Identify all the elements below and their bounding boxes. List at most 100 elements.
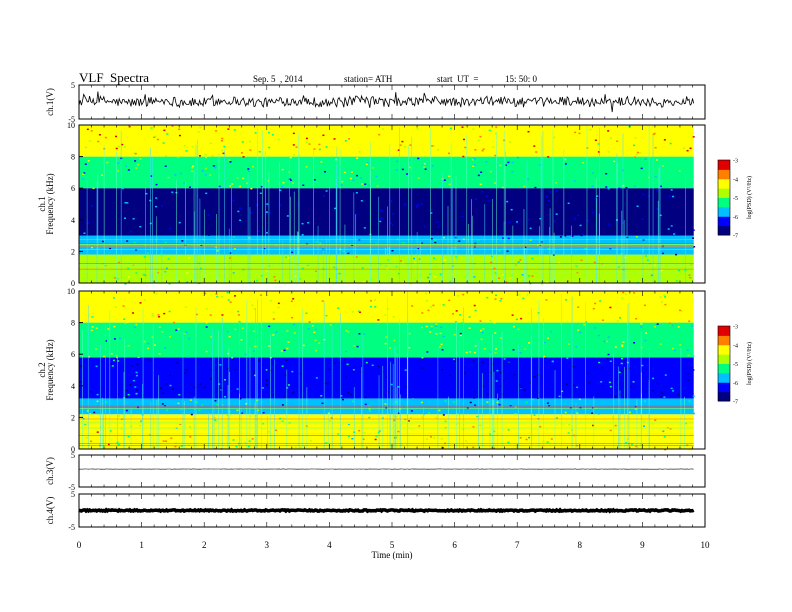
spec-cell-ch2_spec-89 [656,382,659,385]
spec-cell-ch1_spec-747 [639,202,642,204]
spec-cell-ch2_spec-499 [148,309,151,311]
spec-cell-ch1_spec-346 [629,229,632,232]
spec-cell-ch2_spec-419 [645,332,648,334]
spec-cell-ch2_spec-887 [483,348,486,350]
spec-cell-ch2_spec-414 [690,448,693,451]
spec-cell-ch1_spec-52 [539,217,542,220]
spec-cell-ch1_spec-233 [675,253,678,256]
spec-cell-ch2_spec-486 [365,308,368,310]
spec-cell-ch2_spec-367 [525,438,528,441]
spec-cell-ch1_spec-256 [139,225,142,228]
spec-cell-ch2_spec-47 [390,383,393,386]
spec-cell-ch1_spec-789 [145,192,148,195]
spec-cell-ch2_spec-502 [135,374,138,377]
spec-cell-ch1_spec-790 [543,220,546,222]
spec-cell-ch2_spec-289 [535,329,538,331]
spec-cell-ch2_spec-252 [184,306,187,308]
spec-cell-ch1_spec-731 [545,198,548,201]
spec-cell-ch1_spec-722 [667,215,670,218]
colorbar-cell-ch2_spec-20 [718,361,730,364]
spec-cell-ch2_spec-257 [489,319,492,322]
spec-cell-ch1_spec-45 [291,251,294,254]
spec-cell-ch1_spec-313 [565,190,568,192]
spec-cell-ch1_spec-145 [117,162,120,164]
spec-cell-ch2_spec-287 [435,323,438,326]
spec-cell-ch2_spec-748 [664,374,667,376]
spec-cell-ch1_spec-700 [492,146,495,149]
spec-cell-ch1_spec-598 [400,193,403,195]
spec-cell-ch1_spec-12 [666,201,669,203]
spec-cell-ch1_spec-2 [208,234,211,236]
colorbar-cell-ch2_spec-23 [718,356,730,359]
spec-cell-ch2_spec-382 [292,298,295,300]
spec-cell-ch1_spec-472 [125,161,128,164]
spec-cell-ch1_spec-697 [670,189,673,191]
spec-cell-ch1_spec-65 [292,182,295,184]
spec-cell-ch2_spec-638 [501,393,504,395]
spec-cell-ch2_spec-8 [621,297,624,299]
spec-cell-ch2_spec-375 [183,386,186,389]
spec-cell-ch2_spec-249 [257,360,260,362]
spec-cell-ch2_spec-557 [474,345,477,347]
spec-cell-ch1_spec-339 [409,213,412,215]
spec-cell-ch1_spec-188 [644,255,647,257]
spec-cell-ch2_spec-209 [116,356,119,359]
spec-cell-ch2_spec-234 [125,389,128,392]
spec-cell-ch1_spec-862 [204,167,207,170]
spec-cell-ch2_spec-229 [468,327,471,329]
spec-cell-ch2_spec-166 [674,349,677,352]
spec-cell-ch2_spec-178 [477,334,480,337]
spec-cell-ch2_spec-754 [155,292,158,295]
spec-cell-ch1_spec-377 [477,174,480,177]
colorbar-tick-label-ch2_spec-2: -5 [733,362,738,368]
spec-cell-ch2_spec-304 [661,392,664,395]
spec-cell-ch1_spec-783 [175,267,178,270]
spec-cell-ch2_spec-560 [482,292,485,295]
spec-cell-ch1_spec-436 [527,218,530,221]
colorbar-tick-label-ch1_spec-4: -7 [733,234,738,240]
spec-cell-ch2_spec-672 [236,388,239,390]
spec-cell-ch1_spec-113 [668,251,671,254]
spec-cell-ch2_spec-81 [89,409,92,411]
spec-cell-ch1_spec-568 [199,126,202,129]
spec-cell-ch2_spec-399 [143,340,146,343]
spec-cell-ch2_spec-832 [405,405,408,408]
spec-cell-ch2_spec-308 [116,350,119,352]
spec-cell-ch1_spec-491 [272,203,275,205]
spec-cell-ch2_spec-761 [607,336,610,338]
spec-cell-ch1_spec-314 [692,237,695,239]
spec-cell-ch1_spec-282 [437,149,440,151]
spec-cell-ch2_spec-785 [88,399,91,402]
colorbar-cell-ch2_spec-8 [718,384,730,387]
spec-cell-ch2_spec-866 [135,389,138,391]
spec-cell-ch1_spec-302 [418,166,421,168]
spec-cell-ch1_spec-519 [239,207,242,209]
spec-cell-ch2_spec-688 [356,345,359,348]
spec-cell-ch1_spec-597 [479,135,482,138]
spec-cell-ch1_spec-840 [291,220,294,222]
spec-cell-ch2_spec-79 [494,294,497,297]
spec-cell-ch2_spec-603 [92,333,95,335]
spec-cell-ch2_spec-107 [287,384,290,386]
spec-cell-ch1_spec-455 [483,189,486,192]
ytick-label-ch1_wave-0: 5 [71,81,75,90]
spec-cell-ch1_spec-130 [689,147,692,150]
spec-cell-ch2_spec-339 [251,438,254,440]
spec-cell-ch2_spec-541 [285,359,288,361]
spec-cell-ch1_spec-373 [529,239,532,241]
colorbar-cell-ch1_spec-36 [718,165,730,168]
spec-cell-ch2_spec-225 [566,357,569,360]
spec-cell-ch2_spec-90 [236,409,239,412]
spec-cell-ch2_spec-51 [223,395,226,398]
spec-cell-ch2_spec-216 [425,325,428,328]
spec-cell-ch1_spec-654 [351,244,354,247]
spec-cell-ch1_spec-592 [625,186,628,189]
spec-cell-ch2_spec-87 [305,312,308,315]
station-label: station= ATH [344,74,393,84]
spec-cell-ch2_spec-55 [175,294,178,296]
spec-cell-ch2_spec-763 [519,352,522,354]
spec-cell-ch2_spec-455 [337,307,340,309]
colorbar-cell-ch2_spec-0 [718,399,730,402]
spec-cell-ch2_spec-269 [240,412,243,414]
spec-cell-ch1_spec-786 [431,145,434,147]
